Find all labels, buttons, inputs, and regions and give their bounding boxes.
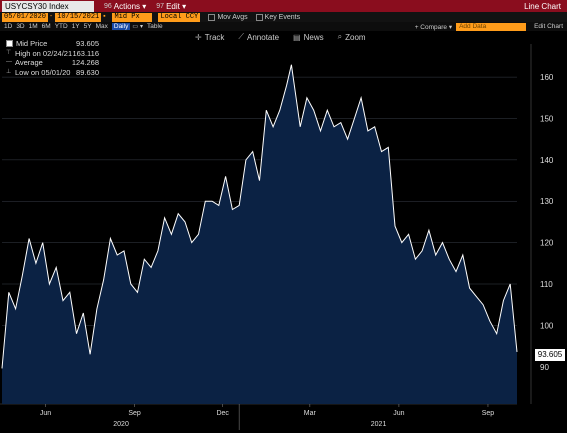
news-icon: ▤ — [293, 32, 301, 42]
price-field-select[interactable]: Mid Px — [112, 12, 153, 22]
price-line — [1, 64, 518, 369]
mov-avgs-label: Mov Avgs — [217, 13, 248, 21]
legend-checkbox-icon — [6, 40, 13, 48]
edit-number: 97 — [156, 2, 165, 10]
period-ytd[interactable]: YTD — [54, 23, 68, 30]
legend-low-label: Low on 05/01/20 — [15, 67, 71, 77]
period-max[interactable]: Max — [95, 23, 108, 30]
legend-high: ⊤ High on 02/24/21 163.116 — [6, 49, 99, 59]
y-tick-label: 100 — [540, 321, 554, 330]
chart-legend: Mid Price 93.605 ⊤ High on 02/24/21 163.1… — [6, 39, 99, 77]
edit-menu[interactable]: 97 Edit ▾ — [156, 2, 186, 11]
news-tool[interactable]: ▤ News — [293, 33, 324, 42]
legend-high-value: 163.116 — [72, 48, 99, 58]
y-axis-ticks: 90 100 110 120 130 140 150 160 — [540, 73, 554, 372]
crosshair-icon: ✛ — [195, 32, 202, 42]
y-tick-label: 120 — [540, 239, 554, 248]
actions-number: 96 — [104, 2, 112, 10]
period-bar: 1D 3D 1M 6M YTD 1Y 5Y Max Daily ▭ ▾ Tabl… — [0, 22, 567, 31]
period-5y[interactable]: 5Y — [83, 23, 92, 30]
legend-average: — Average 124.268 — [6, 58, 99, 68]
x-year-label: 2020 — [113, 421, 129, 428]
period-6m[interactable]: 6M — [41, 23, 51, 30]
x-month-label: Jun — [40, 410, 51, 417]
x-year-label: 2021 — [371, 421, 387, 428]
legend-mid-price[interactable]: Mid Price 93.605 — [6, 39, 99, 49]
table-toggle[interactable]: Table — [147, 23, 163, 30]
add-data-input[interactable]: Add Data — [456, 22, 527, 31]
y-tick-label: 110 — [540, 280, 553, 289]
y-tick-label: 90 — [540, 363, 549, 372]
edit-chart-button[interactable]: Edit Chart — [534, 23, 563, 30]
legend-high-label: High on 02/24/21 — [15, 48, 73, 58]
period-1y[interactable]: 1Y — [71, 23, 80, 30]
start-date-field[interactable]: 05/01/2020 — [2, 12, 49, 22]
compare-button[interactable]: + Compare ▾ — [414, 23, 453, 31]
price-area — [2, 64, 517, 404]
annotate-icon: ⟋ — [238, 32, 245, 41]
period-3d[interactable]: 3D — [16, 23, 25, 30]
checkbox-icon — [208, 13, 216, 21]
security-ticker[interactable]: USYCSY30 Index — [2, 0, 94, 12]
legend-avg-value: 124.268 — [71, 58, 99, 67]
y-tick-label: 160 — [540, 73, 554, 82]
average-marker-icon: — — [6, 59, 12, 65]
frequency-select[interactable]: Daily — [111, 23, 131, 30]
annotate-label: Annotate — [247, 32, 280, 42]
key-events-checkbox[interactable]: Key Events — [255, 13, 301, 21]
last-price-badge: 93.605 — [535, 349, 565, 361]
high-marker-icon: ⊤ — [6, 49, 12, 56]
checkbox-icon — [255, 13, 263, 21]
x-month-label: Sep — [128, 410, 141, 417]
actions-label: Actions ▾ — [113, 1, 147, 11]
legend-mid-value: 93.605 — [76, 39, 99, 48]
track-label: Track — [204, 32, 225, 42]
low-marker-icon: ⊥ — [6, 68, 12, 75]
zoom-icon: ⌕ — [337, 32, 343, 41]
y-tick-label: 140 — [540, 156, 554, 165]
x-month-label: Mar — [304, 410, 317, 417]
calendar-icon[interactable]: ▪ — [102, 12, 107, 21]
date-separator-icon: - — [49, 12, 54, 21]
y-tick-label: 150 — [540, 114, 554, 123]
key-events-label: Key Events — [264, 13, 301, 21]
x-month-label: Dec — [216, 410, 229, 417]
actions-menu[interactable]: 96 Actions ▾ — [104, 2, 146, 11]
track-tool[interactable]: ✛ Track — [195, 33, 224, 42]
title-bar: USYCSY30 Index 96 Actions ▾ 97 Edit ▾ Li… — [0, 0, 567, 12]
x-month-label: Jun — [393, 410, 404, 417]
parameter-bar: 05/01/2020 - 10/15/2021 ▪ Mid Px Local C… — [0, 12, 567, 22]
period-1m[interactable]: 1M — [28, 23, 38, 30]
annotate-tool[interactable]: ⟋ Annotate — [238, 32, 279, 42]
y-tick-label: 130 — [540, 197, 554, 206]
chart-toolbar: ✛ Track ⟋ Annotate ▤ News ⌕ Zoom — [195, 31, 366, 43]
zoom-tool[interactable]: ⌕ Zoom — [338, 32, 366, 42]
end-date-field[interactable]: 10/15/2021 — [55, 12, 102, 22]
mov-avgs-checkbox[interactable]: Mov Avgs — [208, 13, 248, 21]
legend-low-value: 89.630 — [76, 67, 99, 77]
x-axis-ticks: Jun Sep Dec Mar Jun Sep 2020 2021 — [40, 404, 494, 430]
x-month-label: Sep — [482, 410, 495, 417]
chart-type-title: Line Chart — [524, 1, 561, 11]
line-style-icon[interactable]: ▭ — [132, 24, 138, 30]
currency-select[interactable]: Local CCY — [158, 12, 201, 22]
legend-mid-label: Mid Price — [16, 39, 48, 48]
news-label: News — [303, 32, 324, 42]
legend-avg-label: Average — [15, 58, 43, 67]
zoom-label: Zoom — [345, 32, 366, 42]
period-1d[interactable]: 1D — [4, 23, 13, 30]
chevron-down-icon[interactable]: ▾ — [140, 24, 144, 30]
legend-low: ⊥ Low on 05/01/20 89.630 — [6, 68, 99, 78]
edit-label: Edit ▾ — [166, 1, 187, 11]
